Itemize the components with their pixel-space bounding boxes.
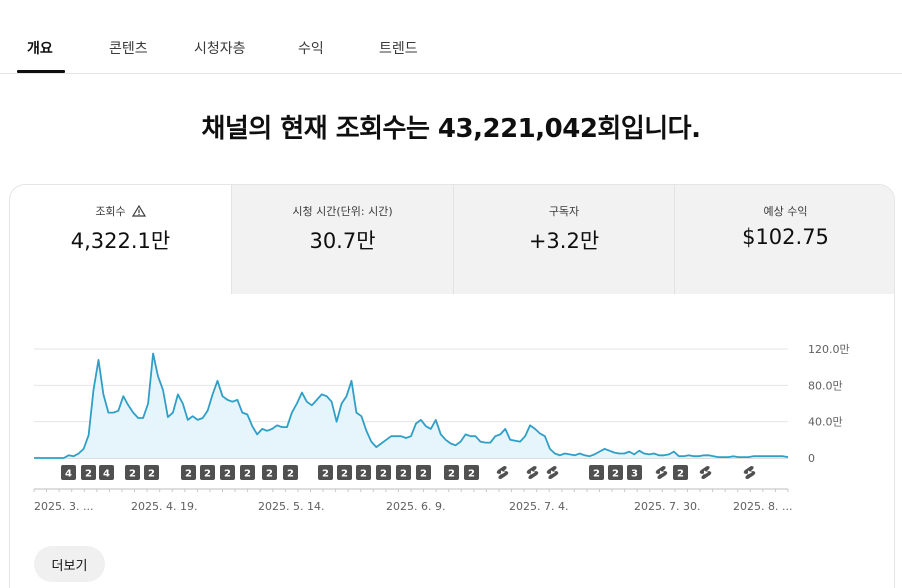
tab-audience[interactable]: 시청자층 [194,41,246,57]
video-marker-count: 2 [148,469,155,480]
shorts-marker-icon [743,466,756,479]
shorts-marker-icon [546,466,559,479]
tab-content[interactable]: 콘텐츠 [109,41,148,57]
video-marker-count: 2 [400,469,407,480]
more-button[interactable]: 더보기 [34,546,105,582]
y-tick-label: 80.0만 [808,379,843,392]
video-marker [240,465,255,480]
video-marker-count: 2 [129,469,136,480]
tab-overview[interactable]: 개요 [27,41,53,57]
video-marker-count: 2 [677,469,684,480]
views-line [34,352,789,459]
video-marker [220,465,235,480]
video-marker-count: 2 [185,469,192,480]
analytics-tabs: 개요 콘텐츠 시청자층 수익 트렌드 [0,0,902,74]
video-marker-count: 2 [420,469,427,480]
video-marker [627,465,642,480]
metric-views[interactable]: 조회수 4,322.1만 [10,185,231,294]
video-marker [125,465,140,480]
views-area [34,353,788,458]
video-marker [444,465,459,480]
video-marker-count: 2 [287,469,294,480]
video-marker-count: 2 [448,469,455,480]
warning-icon [131,205,146,217]
video-marker-count: 2 [341,469,348,480]
tab-trends[interactable]: 트렌드 [379,41,418,57]
y-tick-label: 120.0만 [808,343,850,356]
video-marker [262,465,277,480]
video-marker [283,465,298,480]
x-tick-label: 2025. 5. 14. [258,500,324,513]
video-marker-count: 2 [322,469,329,480]
metric-subscribers-value: +3.2만 [528,229,600,253]
video-marker [144,465,159,480]
x-tick-label: 2025. 8. ... [733,500,792,513]
x-tick-label: 2025. 3. ... [34,500,93,513]
video-marker [337,465,352,480]
video-marker [376,465,391,480]
video-marker [181,465,196,480]
video-marker-count: 2 [266,469,273,480]
video-marker-count: 4 [65,469,72,480]
video-marker [200,465,215,480]
video-marker-count: 2 [360,469,367,480]
video-marker [61,465,76,480]
video-marker-count: 2 [380,469,387,480]
video-marker-count: 2 [85,469,92,480]
video-marker [608,465,623,480]
video-marker [81,465,96,480]
metric-watch-time-value: 30.7만 [309,229,376,253]
shorts-marker-icon [699,466,712,479]
metric-watch-time-label: 시청 시간(단위: 시간) [292,205,393,218]
video-marker-count: 2 [244,469,251,480]
shorts-marker-icon [655,466,668,479]
metric-revenue-label: 예상 수익 [763,205,808,218]
tab-revenue[interactable]: 수익 [298,41,324,57]
metric-views-value: 4,322.1만 [70,229,171,253]
video-marker [396,465,411,480]
video-marker [99,465,114,480]
x-tick-label: 2025. 7. 30. [634,500,700,513]
video-marker-count: 2 [612,469,619,480]
metric-revenue[interactable]: 예상 수익 $102.75 [674,185,894,294]
page-title: 채널의 현재 조회수는 43,221,042회입니다. [201,114,701,144]
shorts-marker-icon [526,466,539,479]
metric-subscribers[interactable]: 구독자 +3.2만 [453,185,674,294]
video-marker-count: 4 [103,469,110,480]
shorts-marker-icon [496,466,509,479]
video-marker [356,465,371,480]
y-tick-label: 40.0만 [808,416,843,429]
video-marker-count: 2 [224,469,231,480]
video-marker [318,465,333,480]
video-marker [589,465,604,480]
active-tab-indicator [17,70,65,73]
metric-revenue-value: $102.75 [742,225,829,249]
metric-views-label-row: 조회수 [10,203,231,219]
x-tick-label: 2025. 4. 19. [131,500,197,513]
x-tick-label: 2025. 7. 4. [509,500,568,513]
video-marker [464,465,479,480]
metric-views-label: 조회수 [95,205,126,218]
metric-watch-time[interactable]: 시청 시간(단위: 시간) 30.7만 [231,185,453,294]
video-marker-count: 2 [593,469,600,480]
video-marker-count: 2 [468,469,475,480]
video-marker [673,465,688,480]
y-tick-label: 0 [808,452,815,465]
video-marker-count: 3 [631,469,638,480]
metric-subscribers-label: 구독자 [548,205,580,218]
video-marker [416,465,431,480]
x-tick-label: 2025. 6. 9. [386,500,445,513]
video-marker-count: 2 [204,469,211,480]
